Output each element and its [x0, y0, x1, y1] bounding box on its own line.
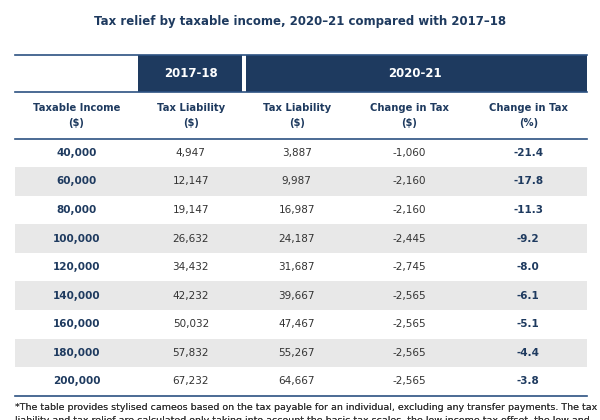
Text: 64,667: 64,667 [278, 376, 315, 386]
Text: 24,187: 24,187 [278, 234, 315, 244]
Text: 26,632: 26,632 [173, 234, 209, 244]
Text: 55,267: 55,267 [278, 348, 315, 358]
Text: -2,160: -2,160 [393, 176, 426, 186]
Text: -2,565: -2,565 [393, 291, 427, 301]
Text: -1,060: -1,060 [393, 148, 426, 158]
Text: -2,565: -2,565 [393, 319, 427, 329]
Text: 160,000: 160,000 [53, 319, 100, 329]
Text: *The table provides stylised cameos based on the tax payable for an individual, : *The table provides stylised cameos base… [15, 403, 597, 420]
Text: 39,667: 39,667 [278, 291, 315, 301]
Text: -3.8: -3.8 [517, 376, 539, 386]
Text: 100,000: 100,000 [53, 234, 100, 244]
Text: 80,000: 80,000 [56, 205, 97, 215]
Text: 19,147: 19,147 [173, 205, 209, 215]
Text: *The table provides stylised cameos based on the tax payable for an individual, : *The table provides stylised cameos base… [15, 403, 597, 420]
Text: Taxable Income: Taxable Income [33, 103, 120, 113]
Text: -2,565: -2,565 [393, 348, 427, 358]
Text: 47,467: 47,467 [278, 319, 315, 329]
Text: -21.4: -21.4 [513, 148, 543, 158]
Text: -4.4: -4.4 [517, 348, 539, 358]
Text: -17.8: -17.8 [513, 176, 543, 186]
Text: 120,000: 120,000 [53, 262, 100, 272]
Text: 200,000: 200,000 [53, 376, 100, 386]
Text: Tax Liability: Tax Liability [157, 103, 225, 113]
Text: -2,160: -2,160 [393, 205, 426, 215]
Text: 31,687: 31,687 [278, 262, 315, 272]
Text: -9.2: -9.2 [517, 234, 539, 244]
Text: 34,432: 34,432 [173, 262, 209, 272]
Text: -2,745: -2,745 [393, 262, 427, 272]
Text: -5.1: -5.1 [517, 319, 539, 329]
Text: 50,032: 50,032 [173, 319, 209, 329]
Text: 60,000: 60,000 [56, 176, 97, 186]
Text: ($): ($) [68, 118, 85, 128]
Text: 9,987: 9,987 [281, 176, 311, 186]
Text: 2017-18: 2017-18 [164, 67, 218, 80]
Text: -11.3: -11.3 [513, 205, 543, 215]
Text: Tax relief by taxable income, 2020–21 compared with 2017–18: Tax relief by taxable income, 2020–21 co… [94, 15, 506, 28]
Text: 3,887: 3,887 [281, 148, 311, 158]
Text: (%): (%) [518, 118, 538, 128]
Text: 40,000: 40,000 [56, 148, 97, 158]
Text: ($): ($) [183, 118, 199, 128]
Text: ($): ($) [289, 118, 305, 128]
Text: Tax Liability: Tax Liability [263, 103, 331, 113]
Text: 140,000: 140,000 [53, 291, 100, 301]
Text: Change in Tax: Change in Tax [488, 103, 568, 113]
Text: 57,832: 57,832 [173, 348, 209, 358]
Text: -2,565: -2,565 [393, 376, 427, 386]
Text: 67,232: 67,232 [173, 376, 209, 386]
Text: -2,445: -2,445 [393, 234, 427, 244]
Text: 42,232: 42,232 [173, 291, 209, 301]
Text: -6.1: -6.1 [517, 291, 539, 301]
Text: 12,147: 12,147 [173, 176, 209, 186]
Text: ($): ($) [401, 118, 418, 128]
Text: 16,987: 16,987 [278, 205, 315, 215]
Text: 4,947: 4,947 [176, 148, 206, 158]
Text: Change in Tax: Change in Tax [370, 103, 449, 113]
Text: -8.0: -8.0 [517, 262, 539, 272]
Text: 2020-21: 2020-21 [388, 67, 442, 80]
Text: 180,000: 180,000 [53, 348, 100, 358]
